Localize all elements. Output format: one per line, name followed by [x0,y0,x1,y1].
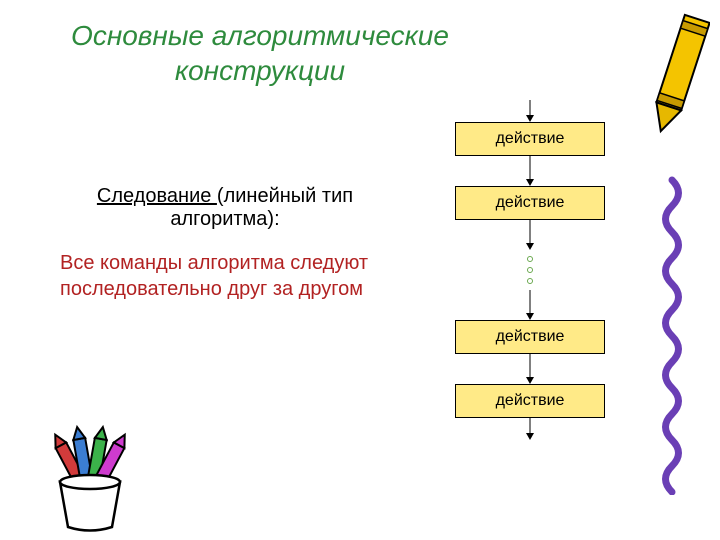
flow-arrow-icon [524,100,536,122]
crayons-cup-icon [30,422,150,532]
flow-arrow-icon [524,354,536,384]
action-box-label: действие [496,130,565,148]
body-text: Все команды алгоритма следуют последоват… [60,250,400,302]
flow-arrow-icon [524,156,536,186]
page-title: Основные алгоритмические конструкции [0,18,520,88]
action-box-label: действие [496,328,565,346]
flow-arrow-icon [524,290,536,320]
action-box: действие [455,320,605,354]
action-box: действие [455,186,605,220]
subtitle: Следование (линейный тип алгоритма): [60,185,390,231]
flow-arrow-icon [524,418,536,440]
action-box: действие [455,122,605,156]
flow-arrow-icon [524,220,536,250]
ellipsis-icon [527,250,533,290]
subtitle-underlined: Следование [97,185,217,207]
title-text: Основные алгоритмические конструкции [71,20,449,86]
flowchart: действие действие действие действие [450,100,610,440]
action-box-label: действие [496,392,565,410]
crayon-icon [648,8,710,143]
ellipsis-dot [527,278,533,284]
body-text-content: Все команды алгоритма следуют последоват… [60,252,368,300]
action-box: действие [455,384,605,418]
action-box-label: действие [496,194,565,212]
squiggle-icon [652,175,692,495]
ellipsis-dot [527,267,533,273]
ellipsis-dot [527,256,533,262]
